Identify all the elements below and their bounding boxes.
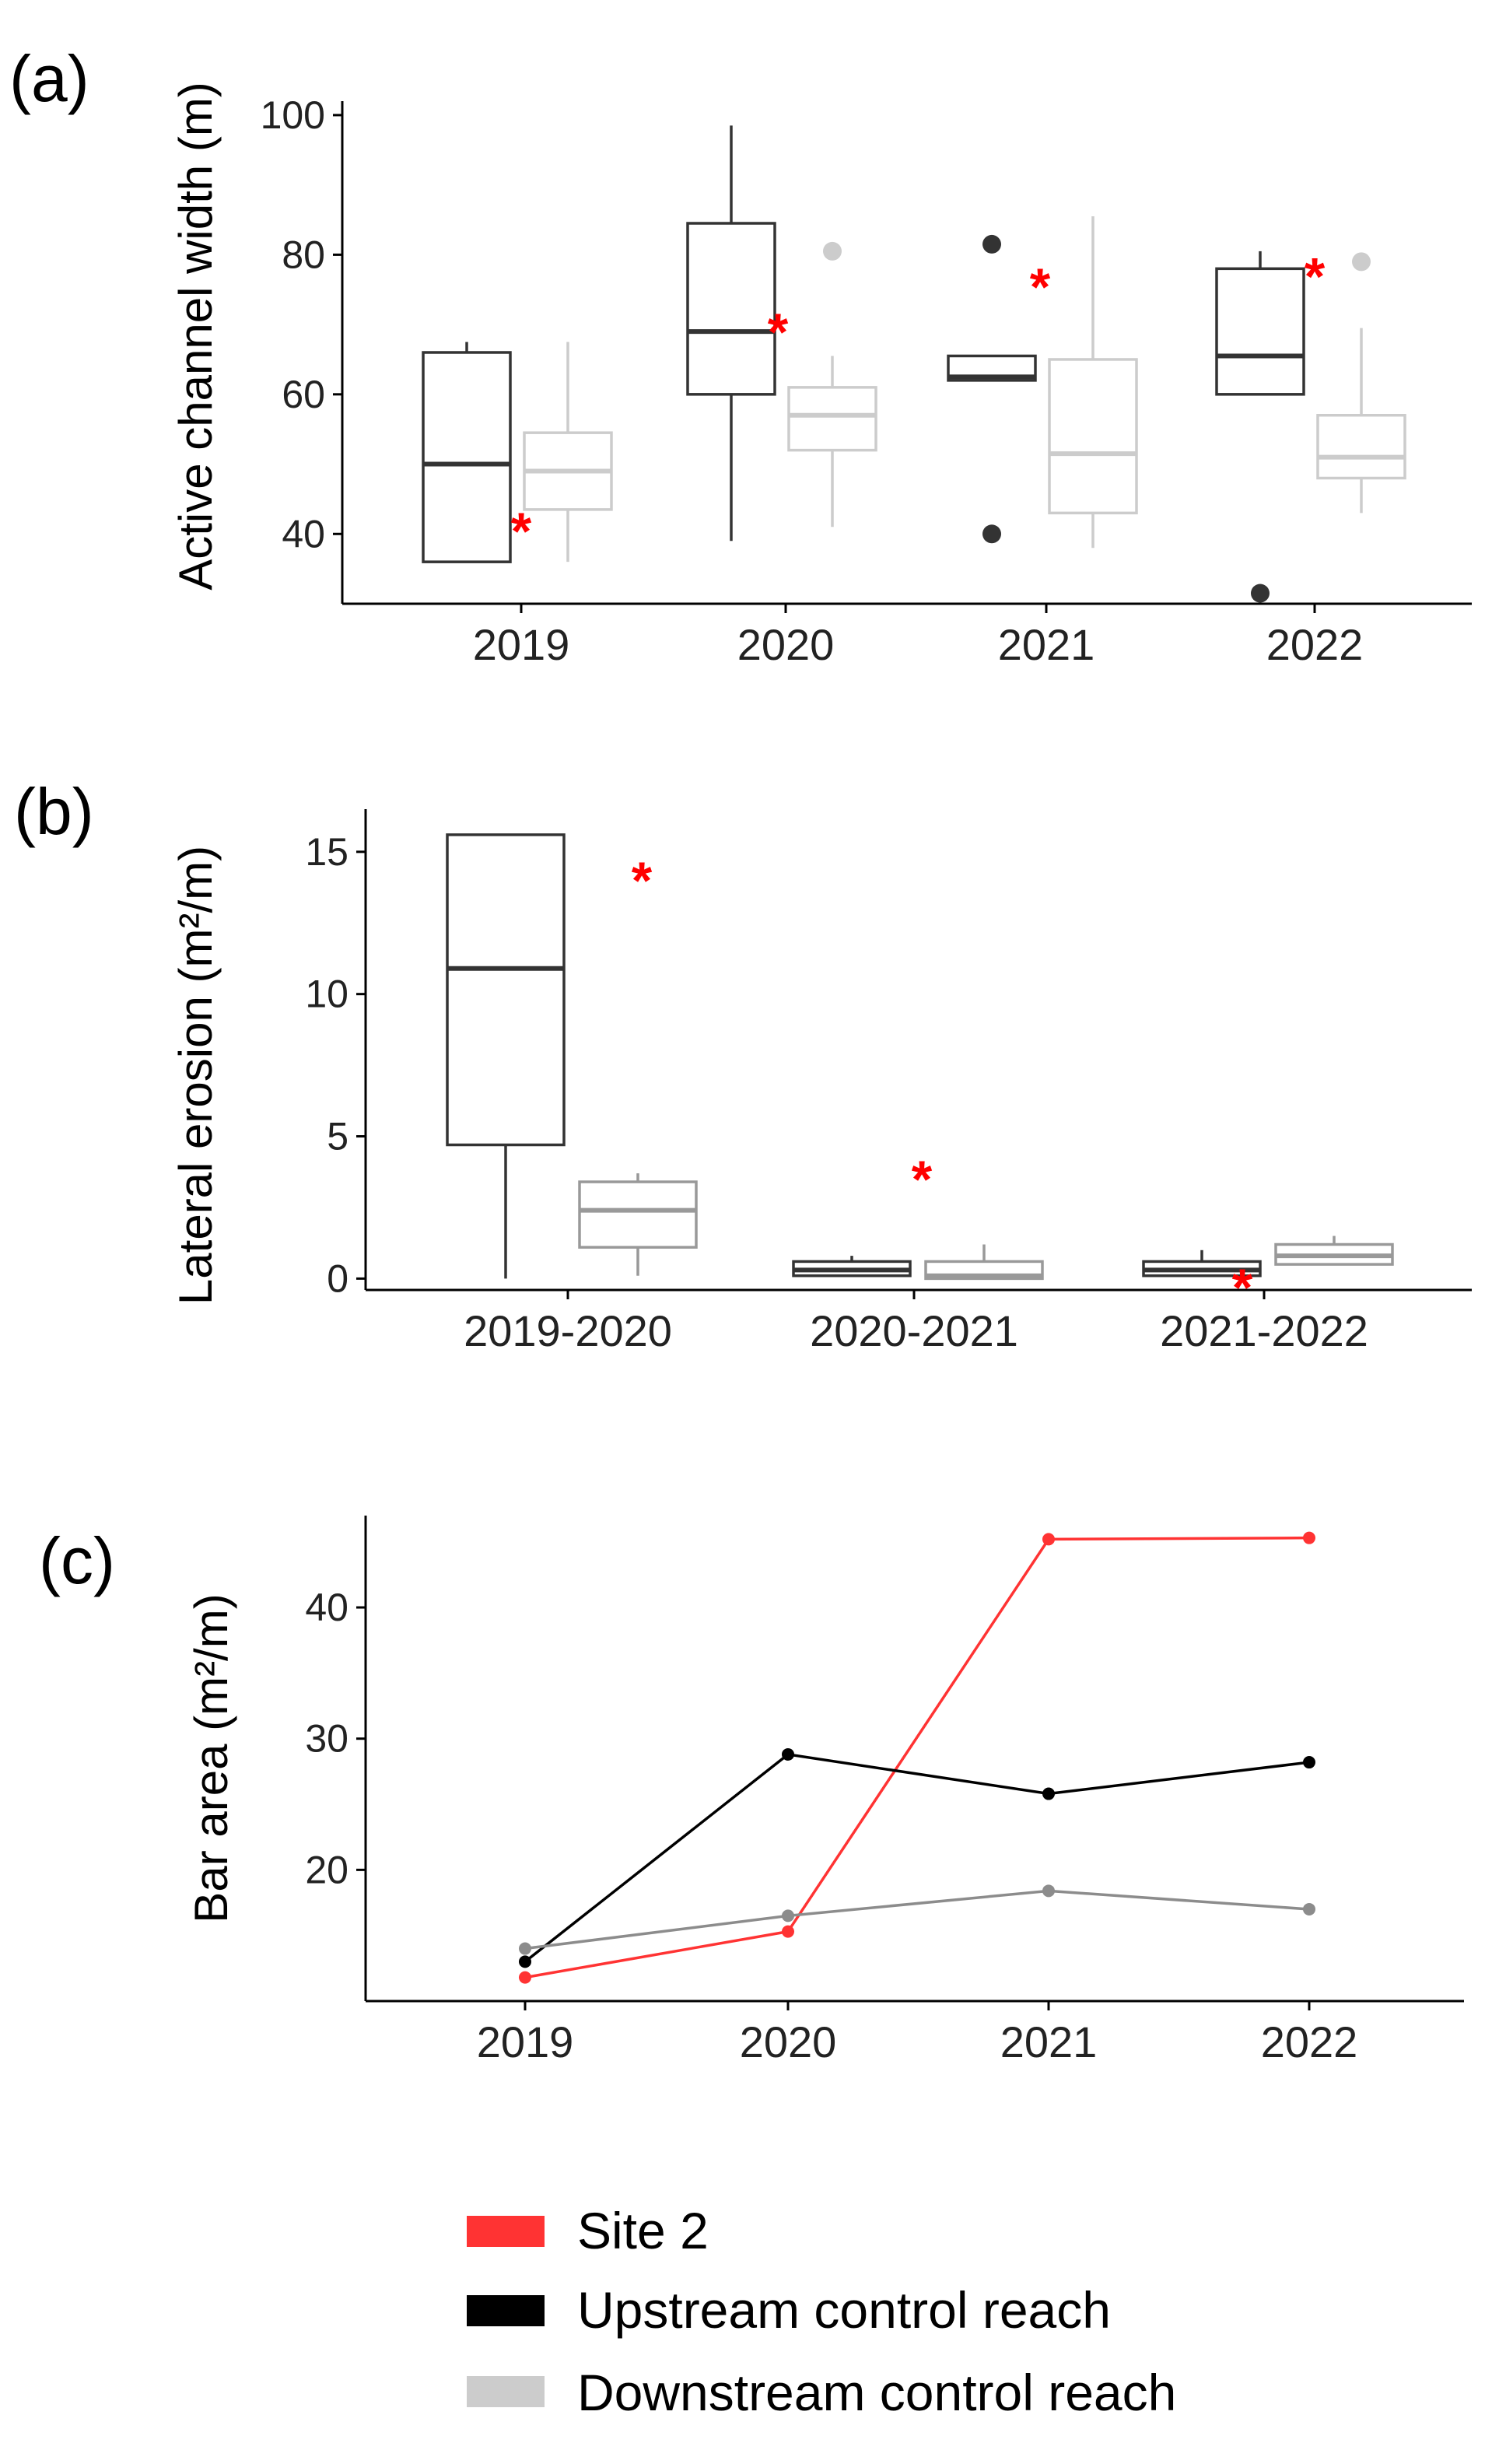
point-site-2-2022 xyxy=(1303,1531,1315,1544)
y-tick-label: 20 xyxy=(305,1848,348,1891)
legend-label-upstream: Upstream control reach xyxy=(577,2281,1111,2339)
panel-label-c: (c) xyxy=(39,1524,115,1597)
x-tick-label: 2019 xyxy=(473,620,570,669)
plot-area-c: 20 30 40 2019 2020 2021 2022 xyxy=(305,1516,1464,2066)
box-downstream-control-reach-2022 xyxy=(1316,414,1406,480)
x-tick-label: 2022 xyxy=(1266,620,1364,669)
outlier-downstream-control-reach-2022 xyxy=(1352,252,1371,272)
legend-label-site-2: Site 2 xyxy=(577,2202,709,2259)
series-line-site-2 xyxy=(524,1536,1310,1979)
y-tick-label: 10 xyxy=(305,973,348,1016)
site-2-marker-2022: * xyxy=(1305,247,1326,306)
site-2-marker-2020-2021: * xyxy=(912,1150,933,1209)
point-downstream-control-reach-2021 xyxy=(1042,1884,1055,1898)
panel-label-b: (b) xyxy=(14,775,94,848)
series-line-downstream-control-reach xyxy=(524,1889,1310,1951)
box-upstream-control-reach-2020 xyxy=(686,222,776,396)
y-tick-label: 40 xyxy=(282,512,325,556)
x-tick-label: 2019 xyxy=(477,2017,574,2066)
legend-swatch-site-2 xyxy=(467,2216,545,2247)
legend-item-site-2: Site 2 xyxy=(467,2202,709,2259)
x-tick-label: 2021-2022 xyxy=(1160,1306,1368,1355)
point-site-2-2020 xyxy=(782,1925,794,1938)
y-tick-label: 0 xyxy=(327,1257,348,1300)
box-downstream-control-reach-2021 xyxy=(1048,358,1138,515)
box-upstream-control-reach-2019-2020 xyxy=(446,833,566,1147)
legend-swatch-downstream xyxy=(467,2376,545,2407)
legend-label-downstream: Downstream control reach xyxy=(577,2364,1176,2421)
x-tick-label: 2020 xyxy=(737,620,835,669)
y-tick-label: 80 xyxy=(282,233,325,276)
plot-area-a: 40 60 80 100 2019 2020 2021 2022 * * * * xyxy=(261,93,1472,669)
outlier-downstream-control-reach-2020 xyxy=(823,241,842,261)
x-tick-label: 2019-2020 xyxy=(464,1306,672,1355)
legend-swatch-upstream xyxy=(467,2295,545,2326)
box-downstream-control-reach-2020 xyxy=(787,386,877,452)
x-tick-label: 2020 xyxy=(740,2017,837,2066)
y-axis-label-a: Active channel width (m) xyxy=(170,82,222,591)
site-2-marker-2019: * xyxy=(511,502,532,561)
y-tick-label: 40 xyxy=(305,1586,348,1629)
site-2-marker-2020: * xyxy=(768,303,789,362)
point-downstream-control-reach-2019 xyxy=(519,1942,531,1955)
legend: Site 2 Upstream control reach Downstream… xyxy=(467,2202,1176,2421)
x-tick-label: 2021 xyxy=(1000,2017,1098,2066)
point-downstream-control-reach-2022 xyxy=(1303,1902,1315,1915)
x-tick-label: 2020-2021 xyxy=(810,1306,1018,1355)
site-2-marker-2019-2020: * xyxy=(632,851,653,910)
box-upstream-control-reach-2022 xyxy=(1215,267,1305,396)
point-site-2-2021 xyxy=(1042,1533,1055,1546)
panel-a: (a) Active channel width (m) 40 60 80 100 20… xyxy=(9,42,1472,669)
legend-item-upstream: Upstream control reach xyxy=(467,2281,1111,2339)
box-downstream-control-reach-2019-2020 xyxy=(578,1180,698,1249)
point-upstream-control-reach-2020 xyxy=(782,1747,794,1761)
y-tick-label: 30 xyxy=(305,1717,348,1761)
y-tick-label: 15 xyxy=(305,830,348,874)
y-tick-label: 5 xyxy=(327,1115,348,1158)
x-tick-label: 2022 xyxy=(1261,2017,1358,2066)
y-tick-label: 100 xyxy=(261,93,325,137)
panel-b: (b) Lateral erosion (m²/m) 0 5 10 15 2019-20… xyxy=(14,775,1472,1355)
box-upstream-control-reach-2019 xyxy=(422,351,512,563)
outlier-upstream-control-reach-2021 xyxy=(982,524,1001,544)
y-tick-label: 60 xyxy=(282,373,325,416)
series-line-upstream-control-reach xyxy=(524,1753,1310,1963)
site-2-marker-2021: * xyxy=(1030,258,1051,317)
outlier-upstream-control-reach-2021 xyxy=(982,234,1001,254)
y-axis-label-c: Bar area (m²/m) xyxy=(185,1593,237,1922)
point-downstream-control-reach-2020 xyxy=(782,1909,794,1922)
outlier-upstream-control-reach-2022 xyxy=(1251,584,1270,603)
x-tick-label: 2021 xyxy=(998,620,1095,669)
point-upstream-control-reach-2021 xyxy=(1042,1787,1055,1800)
panel-label-a: (a) xyxy=(9,42,89,115)
y-axis-label-b: Lateral erosion (m²/m) xyxy=(170,846,222,1305)
legend-item-downstream: Downstream control reach xyxy=(467,2364,1176,2421)
site-2-marker-2021-2022: * xyxy=(1232,1258,1253,1317)
point-upstream-control-reach-2022 xyxy=(1303,1756,1315,1769)
point-upstream-control-reach-2019 xyxy=(519,1955,531,1968)
point-site-2-2019 xyxy=(519,1971,531,1984)
